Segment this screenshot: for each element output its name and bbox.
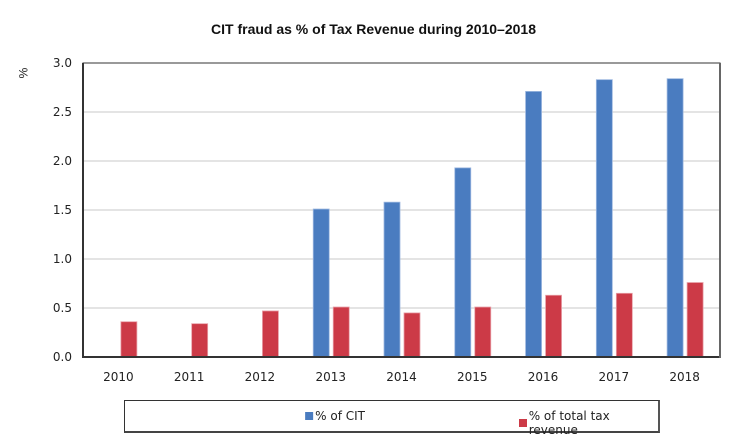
bar-pct-total-tax: [191, 323, 209, 358]
legend-label-cit: % of CIT: [315, 409, 365, 423]
x-tick-label: 2018: [669, 370, 700, 384]
legend-label-total-tax: % of total tax revenue: [528, 409, 610, 437]
bar-pct-total-tax: [120, 321, 138, 358]
bar-pct-total-tax: [332, 306, 350, 358]
x-tick-label: 2014: [386, 370, 417, 384]
y-tick-label: 3.0: [53, 56, 72, 70]
legend-item-total-tax: % of total tax revenue: [519, 409, 658, 437]
y-tick-label: 0.5: [53, 301, 72, 315]
legend: % of CIT % of total tax revenue: [124, 400, 660, 437]
bar-pct-total-tax: [474, 306, 492, 358]
x-tick-labels: 2010 2011 2012 2013 2014 2015 2016 2017 2018: [103, 370, 700, 384]
x-tick-label: 2015: [457, 370, 488, 384]
bar-chart: 0.00.51.01.52.02.53.0 2010 2011 2012 2013 20…: [53, 56, 721, 384]
bar-pct-total-tax: [615, 292, 633, 358]
bar-pct-cit: [454, 167, 472, 358]
x-tick-label: 2013: [315, 370, 346, 384]
y-tick-label: 1.0: [53, 252, 72, 266]
bars: [120, 78, 704, 358]
chart-title: CIT fraud as % of Tax Revenue during 201…: [211, 21, 536, 37]
y-tick-label: 1.5: [53, 203, 72, 217]
bar-pct-total-tax: [403, 312, 421, 358]
x-tick-label: 2017: [599, 370, 630, 384]
bar-pct-total-tax: [545, 294, 562, 358]
bar-pct-cit: [595, 79, 613, 358]
bar-pct-cit: [666, 78, 684, 358]
y-tick-label: 2.0: [53, 154, 72, 168]
bar-pct-total-tax: [686, 282, 704, 358]
legend-swatch-total-tax: [519, 419, 527, 427]
bar-pct-total-tax: [262, 310, 279, 358]
y-tick-label: 2.5: [53, 105, 72, 119]
bar-pct-cit: [312, 208, 330, 358]
x-tick-label: 2012: [245, 370, 276, 384]
y-tick-label: 0.0: [53, 350, 72, 364]
bar-pct-cit: [383, 201, 401, 358]
x-tick-label: 2010: [103, 370, 134, 384]
bar-pct-cit: [525, 91, 542, 358]
x-tick-label: 2016: [528, 370, 559, 384]
legend-swatch-cit: [305, 412, 314, 420]
y-tick-labels: 0.0 0.5 1.0 1.5 2.0 2.5 3.0: [53, 56, 72, 364]
gridlines: [83, 111, 720, 309]
legend-item-cit: % of CIT: [305, 409, 365, 423]
x-tick-label: 2011: [174, 370, 205, 384]
